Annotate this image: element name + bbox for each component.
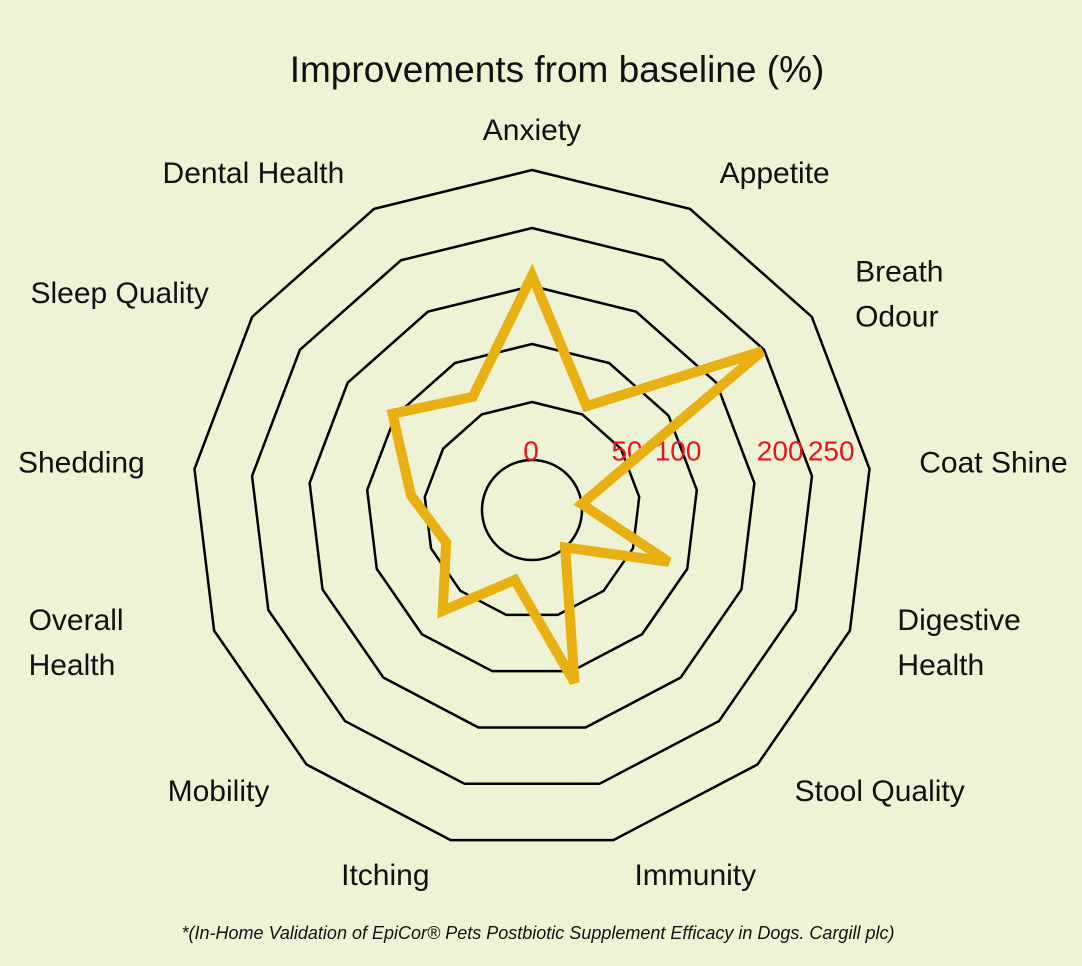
category-label: Mobility: [168, 775, 270, 808]
r-tick-label: 200: [757, 435, 804, 466]
r-tick-label: 250: [808, 435, 855, 466]
footnote: *(In-Home Validation of EpiCor® Pets Pos…: [182, 923, 895, 943]
category-label: Sleep Quality: [30, 277, 208, 310]
category-label: Breath Odour: [855, 255, 943, 333]
category-label: Digestive Health: [897, 604, 1020, 682]
data-line: [386, 263, 766, 685]
category-label: Coat Shine: [919, 446, 1067, 479]
category-label: Overall Health: [29, 604, 124, 682]
category-label: Dental Health: [163, 157, 345, 190]
chart-title: Improvements from baseline (%): [290, 49, 825, 90]
grid-ring: [250, 226, 814, 786]
category-label: Anxiety: [483, 114, 581, 147]
category-label: Immunity: [634, 859, 756, 892]
grid-ring: [308, 284, 756, 729]
category-label: Itching: [341, 859, 429, 892]
category-label: Appetite: [720, 157, 830, 190]
category-label: Stool Quality: [795, 775, 965, 808]
grid-ring: [193, 168, 871, 842]
category-label: Shedding: [18, 446, 145, 479]
r-tick-label: 0: [523, 435, 539, 466]
